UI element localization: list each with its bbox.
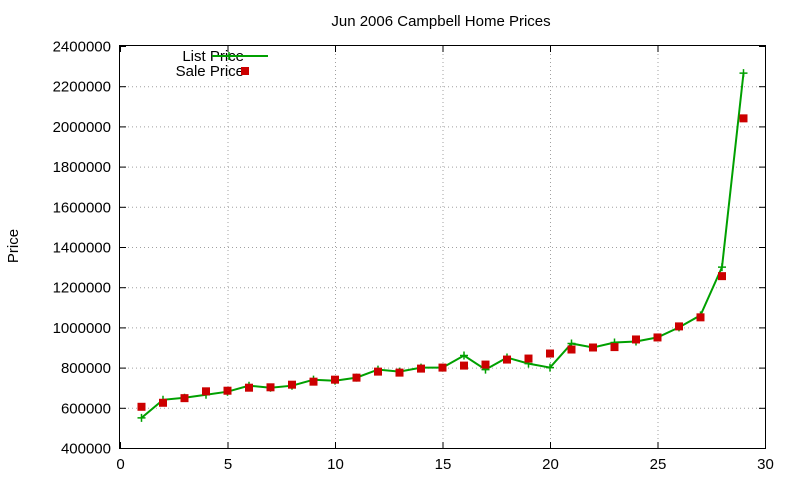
sale-price-point <box>567 345 576 354</box>
sale-price-point <box>417 364 425 373</box>
sale-price-point <box>481 360 490 369</box>
sale-price-point <box>718 272 726 281</box>
sale-price-point <box>696 313 705 322</box>
sale-price-point <box>223 386 232 395</box>
x-tick-label: 10 <box>327 456 344 473</box>
y-tick-label: 1200000 <box>53 280 111 297</box>
sale-price-point <box>546 349 554 358</box>
list-price-point <box>718 263 726 272</box>
sale-price-point <box>331 375 339 384</box>
sale-price-point <box>503 355 511 364</box>
x-tick-label: 25 <box>650 456 667 473</box>
sale-price-point <box>653 333 662 342</box>
y-tick-label: 2400000 <box>53 39 111 56</box>
sale-price-point <box>288 380 296 389</box>
x-tick-label: 30 <box>757 456 774 473</box>
list-price-point <box>137 413 146 422</box>
sale-price-point <box>438 363 447 372</box>
sale-price-point <box>610 343 619 352</box>
legend: List Price Sale Price <box>176 48 268 80</box>
y-axis-label: Price <box>5 229 22 263</box>
y-tick-label: 1400000 <box>53 240 111 257</box>
sale-price-point <box>374 367 382 376</box>
grid <box>120 46 765 448</box>
x-tick-label: 15 <box>435 456 452 473</box>
sale-price-point <box>632 335 640 344</box>
x-tick-label: 20 <box>542 456 559 473</box>
y-tick-label: 800000 <box>61 360 111 377</box>
sale-price-point <box>309 377 318 386</box>
y-tick-label: 2200000 <box>53 79 111 96</box>
sale-price-point <box>460 361 468 370</box>
sale-price-point <box>202 387 210 396</box>
y-tick-label: 600000 <box>61 400 111 417</box>
legend-label-sale-price: Sale Price <box>176 63 244 80</box>
legend-marker-list-price <box>225 52 233 60</box>
y-tick-label: 1000000 <box>53 320 111 337</box>
sale-price-point <box>589 343 597 352</box>
y-tick-label: 2000000 <box>53 119 111 136</box>
y-tick-label: 1600000 <box>53 199 111 216</box>
sale-price-point <box>245 383 253 392</box>
sale-price-point <box>159 398 167 407</box>
y-tick-label: 1800000 <box>53 159 111 176</box>
y-tick-label: 400000 <box>61 441 111 458</box>
plot-frame <box>119 45 766 449</box>
chart-title: Jun 2006 Campbell Home Prices <box>331 13 550 30</box>
sale-price-point <box>524 354 533 363</box>
sale-price-point <box>266 383 275 392</box>
series-layer <box>137 69 748 422</box>
sale-price-point <box>395 368 404 377</box>
list-price-point <box>546 363 554 372</box>
axes: 400000 600000 800000 1000000 1200000 1400000 1… <box>53 39 774 474</box>
sale-price-point <box>352 373 361 382</box>
x-tick-label: 0 <box>116 456 124 473</box>
sale-price-point <box>180 394 189 403</box>
list-price-point <box>460 351 468 360</box>
x-tick-label: 5 <box>224 456 232 473</box>
list-price-point <box>739 69 748 78</box>
sale-price-point <box>675 322 683 331</box>
sale-price-point <box>137 402 146 411</box>
sale-price-point <box>739 114 748 123</box>
legend-swatch-sale-price <box>241 67 249 75</box>
